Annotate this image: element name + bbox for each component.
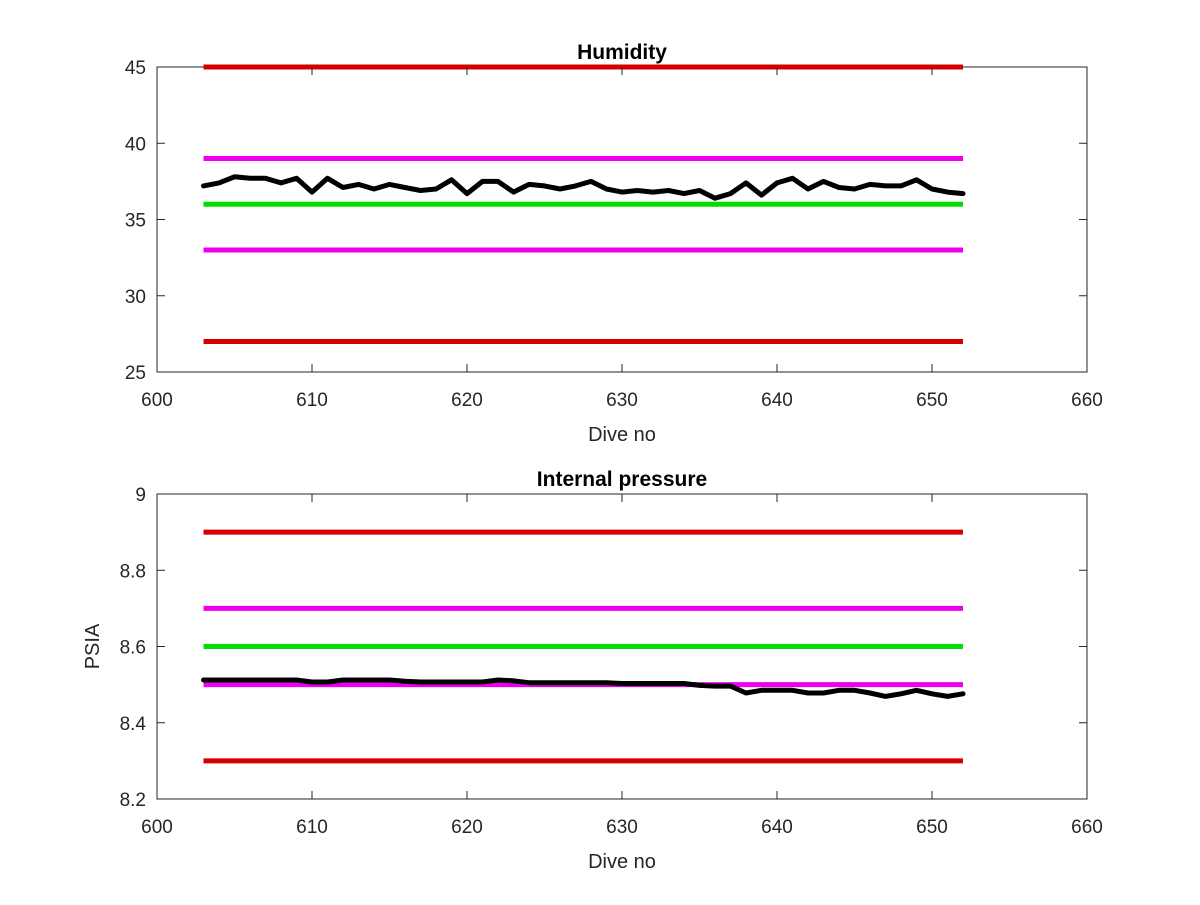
x-tick-label: 610 — [296, 390, 328, 411]
x-tick-label: 650 — [916, 390, 948, 411]
x-tick-label: 660 — [1071, 390, 1103, 411]
x-tick-label: 640 — [761, 390, 793, 411]
y-tick-label: 8.6 — [120, 638, 146, 659]
data-series-line — [201, 174, 966, 201]
x-tick-label: 640 — [761, 817, 793, 838]
x-tick-label: 620 — [451, 390, 483, 411]
y-tick-label: 40 — [125, 134, 146, 155]
x-tick-label: 610 — [296, 817, 328, 838]
chart-title: Internal pressure — [537, 468, 707, 491]
y-tick-label: 45 — [125, 58, 146, 79]
y-tick-label: 8.2 — [120, 790, 146, 811]
x-tick-label: 630 — [606, 390, 638, 411]
y-tick-label: 9 — [135, 485, 146, 506]
chart-title: Humidity — [577, 41, 667, 64]
y-tick-label: 35 — [125, 211, 146, 232]
x-tick-label: 600 — [141, 817, 173, 838]
x-tick-label: 620 — [451, 817, 483, 838]
y-axis-label: PSIA — [82, 623, 104, 669]
x-tick-label: 660 — [1071, 817, 1103, 838]
y-tick-label: 8.8 — [120, 561, 146, 582]
plot-area-box — [156, 66, 1088, 373]
x-tick-label: 600 — [141, 390, 173, 411]
x-tick-label: 630 — [606, 817, 638, 838]
chart-2: 600 610 620 630 640 650 660 8.2 8.4 8.6 8.8 9 Intern… — [82, 468, 1103, 873]
y-tick-label: 30 — [125, 287, 146, 308]
data-series-line — [201, 677, 966, 699]
chart-1: 600 610 620 630 640 650 660 25 30 35 40 45 Humidity D… — [125, 41, 1103, 446]
x-axis-label: Dive no — [588, 424, 656, 446]
x-axis-label: Dive no — [588, 851, 656, 873]
y-tick-label: 25 — [125, 363, 146, 384]
x-tick-label: 650 — [916, 817, 948, 838]
y-tick-label: 8.4 — [120, 714, 147, 735]
